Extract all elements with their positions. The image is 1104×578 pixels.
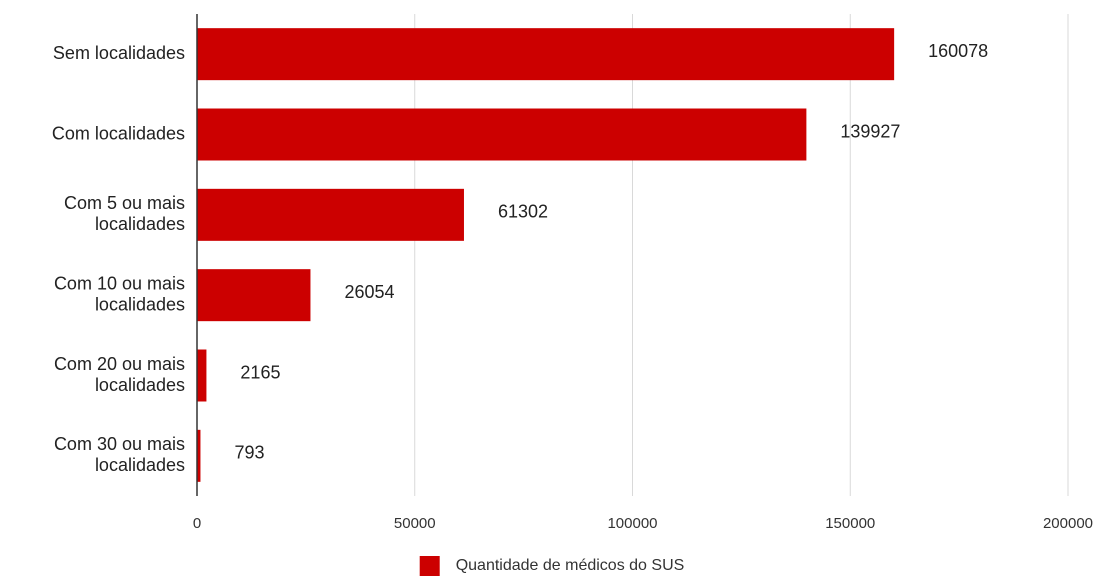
category-label-line: Com 30 ou mais [54,434,185,454]
category-label-line: Sem localidades [53,43,185,63]
bar [197,349,207,402]
category-label-line: Com 20 ou mais [54,354,185,374]
data-label: 2165 [240,362,280,382]
data-label: 793 [234,443,264,463]
category-label-line: localidades [95,294,185,314]
bar [197,429,201,482]
category-label-line: localidades [95,214,185,234]
category-label-line: Com localidades [52,123,185,143]
x-tick-label: 150000 [825,515,875,532]
data-label: 160078 [928,41,988,61]
data-label: 26054 [344,282,394,302]
bar [197,108,807,161]
category-label-line: Com 10 ou mais [54,273,185,293]
x-tick-label: 0 [193,515,201,532]
category-label: Com localidades [52,123,185,143]
labels: 160078 Sem localidades 139927 Com localidad… [52,41,988,475]
category-label-line: localidades [95,375,185,395]
legend-swatch [419,556,440,576]
axis: 0 50000 100000 150000 200000 [193,14,1093,532]
x-tick-label: 50000 [394,515,436,532]
bar [197,28,895,81]
category-label-line: localidades [95,455,185,475]
data-label: 61302 [498,202,548,222]
data-label: 139927 [840,121,900,141]
legend-label: Quantidade de médicos do SUS [456,557,685,574]
bar [197,269,311,322]
legend: Quantidade de médicos do SUS [419,556,685,576]
category-label: Sem localidades [53,43,185,63]
x-tick-label: 100000 [607,515,657,532]
gridlines [414,14,1069,496]
bar [197,188,464,241]
bars [197,28,895,482]
x-tick-label: 200000 [1043,515,1093,532]
category-label-line: Com 5 ou mais [64,193,185,213]
